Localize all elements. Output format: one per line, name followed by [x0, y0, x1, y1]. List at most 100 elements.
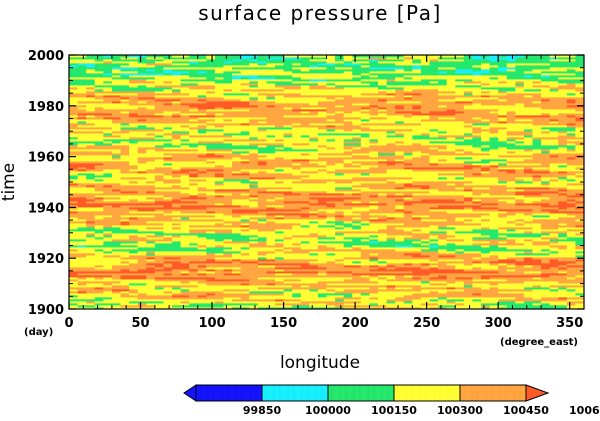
field-cell — [378, 99, 387, 102]
field-cell — [172, 69, 216, 72]
field-cell — [506, 181, 516, 184]
field-cell — [455, 305, 482, 308]
field-cell — [532, 133, 568, 136]
field-cell — [197, 273, 207, 276]
field-cell — [206, 109, 250, 112]
field-cell — [369, 297, 379, 300]
field-cell — [137, 57, 147, 60]
field-cell — [197, 71, 207, 74]
field-cell — [129, 217, 139, 220]
field-cell — [163, 237, 173, 240]
field-cell — [472, 201, 482, 204]
field-cell — [446, 297, 516, 300]
field-cell — [103, 287, 130, 290]
field-cell — [240, 261, 259, 264]
field-cell — [498, 137, 508, 140]
field-cell — [566, 305, 584, 308]
field-cell — [249, 219, 259, 222]
field-cell — [232, 253, 242, 256]
field-cell — [360, 109, 370, 112]
field-cell — [360, 63, 396, 66]
field-cell — [386, 287, 396, 290]
field-cell — [558, 289, 568, 292]
field-cell — [429, 241, 490, 244]
field-cell — [335, 139, 345, 142]
field-cell — [575, 145, 584, 148]
colorbar-segment — [459, 384, 527, 402]
field-cell — [343, 141, 362, 144]
field-cell — [360, 293, 370, 296]
field-cell — [69, 281, 78, 284]
field-cell — [69, 157, 113, 160]
field-cell — [146, 107, 156, 110]
field-cell — [343, 203, 387, 206]
field-cell — [309, 285, 387, 288]
field-cell — [137, 217, 173, 220]
field-cell — [549, 151, 584, 154]
field-cell — [352, 73, 362, 76]
field-cell — [566, 131, 584, 134]
field-cell — [240, 253, 250, 256]
field-cell — [412, 61, 422, 64]
field-cell — [343, 299, 387, 302]
field-cell — [77, 173, 96, 176]
y-tick-label: 1900 — [28, 303, 64, 318]
field-cell — [472, 125, 568, 128]
field-cell — [146, 237, 164, 240]
field-cell — [378, 281, 422, 284]
field-cell — [94, 109, 190, 112]
field-cell — [369, 119, 422, 122]
field-cell — [575, 55, 584, 58]
field-cell — [249, 185, 259, 188]
field-cell — [438, 89, 499, 92]
field-cell — [403, 121, 465, 124]
field-cell — [420, 151, 456, 154]
field-cell — [558, 189, 568, 192]
field-cell — [472, 199, 482, 202]
field-cell — [163, 211, 173, 214]
field-cell — [472, 65, 499, 68]
field-cell — [506, 121, 551, 124]
field-cell — [541, 205, 576, 208]
field-cell — [129, 111, 164, 114]
field-cell — [180, 301, 190, 304]
field-cell — [103, 135, 121, 138]
field-cell — [549, 243, 576, 246]
field-cell — [455, 79, 473, 82]
field-cell — [223, 177, 250, 180]
field-cell — [120, 141, 130, 144]
field-cell — [120, 295, 173, 298]
field-cell — [438, 177, 448, 180]
field-cell — [300, 135, 310, 138]
field-cell — [360, 117, 370, 120]
field-cell — [120, 129, 164, 132]
field-cell — [438, 93, 465, 96]
field-cell — [249, 283, 267, 286]
field-cell — [214, 91, 379, 94]
field-cell — [86, 245, 139, 248]
field-cell — [69, 181, 130, 184]
field-cell — [146, 303, 190, 306]
field-cell — [395, 267, 422, 270]
field-cell — [172, 185, 181, 188]
field-cell — [137, 293, 147, 296]
field-cell — [154, 245, 181, 248]
field-cell — [481, 303, 533, 306]
field-cell — [69, 177, 78, 180]
field-cell — [163, 135, 173, 138]
field-cell — [566, 229, 584, 232]
field-cell — [180, 191, 216, 194]
field-cell — [472, 69, 482, 72]
field-cell — [412, 137, 448, 140]
field-cell — [395, 133, 405, 136]
field-cell — [335, 85, 387, 88]
field-cell — [163, 157, 173, 160]
field-cell — [223, 179, 250, 182]
field-cell — [575, 293, 584, 296]
field-cell — [163, 175, 173, 178]
field-cell — [69, 255, 87, 258]
field-cell — [549, 155, 559, 158]
x-tick-label: 300 — [485, 316, 512, 331]
field-cell — [103, 99, 121, 102]
field-cell — [172, 265, 190, 268]
